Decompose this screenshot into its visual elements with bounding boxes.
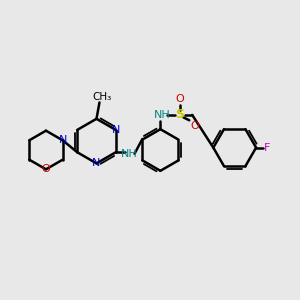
Text: F: F <box>264 142 271 153</box>
Text: CH₃: CH₃ <box>92 92 112 101</box>
Text: NH: NH <box>154 110 170 120</box>
Text: S: S <box>175 108 184 122</box>
Text: O: O <box>175 94 184 104</box>
Text: N: N <box>112 125 120 135</box>
Text: N: N <box>92 158 101 168</box>
Text: N: N <box>58 135 67 145</box>
Text: O: O <box>42 164 50 174</box>
Text: O: O <box>191 121 200 131</box>
Text: NH: NH <box>121 149 138 159</box>
